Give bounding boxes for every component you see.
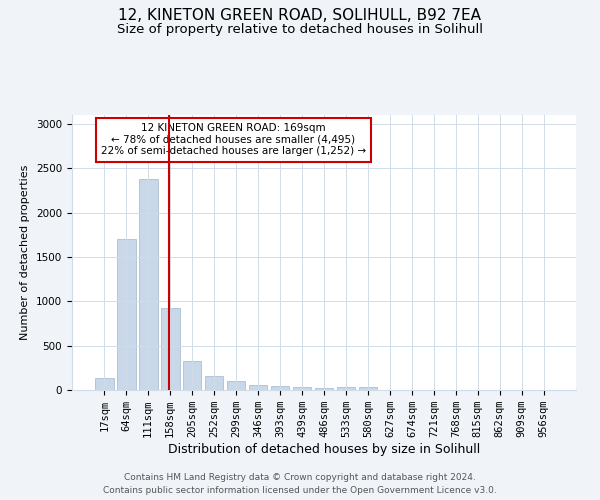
X-axis label: Distribution of detached houses by size in Solihull: Distribution of detached houses by size … [168,443,480,456]
Bar [161,308,179,390]
Bar [359,388,377,390]
Bar [205,376,223,390]
Text: Size of property relative to detached houses in Solihull: Size of property relative to detached ho… [117,22,483,36]
Bar [117,239,136,390]
Text: 12 KINETON GREEN ROAD: 169sqm
← 78% of detached houses are smaller (4,495)
22% o: 12 KINETON GREEN ROAD: 169sqm ← 78% of d… [101,123,366,156]
Bar [227,381,245,390]
Bar [337,388,355,390]
Bar [249,385,268,390]
Bar [271,386,289,390]
Bar [293,388,311,390]
Bar [314,388,334,390]
Bar [139,179,158,390]
Y-axis label: Number of detached properties: Number of detached properties [20,165,31,340]
Bar [95,378,113,390]
Text: 12, KINETON GREEN ROAD, SOLIHULL, B92 7EA: 12, KINETON GREEN ROAD, SOLIHULL, B92 7E… [119,8,482,22]
Bar [183,360,202,390]
Text: Contains HM Land Registry data © Crown copyright and database right 2024.
Contai: Contains HM Land Registry data © Crown c… [103,474,497,495]
